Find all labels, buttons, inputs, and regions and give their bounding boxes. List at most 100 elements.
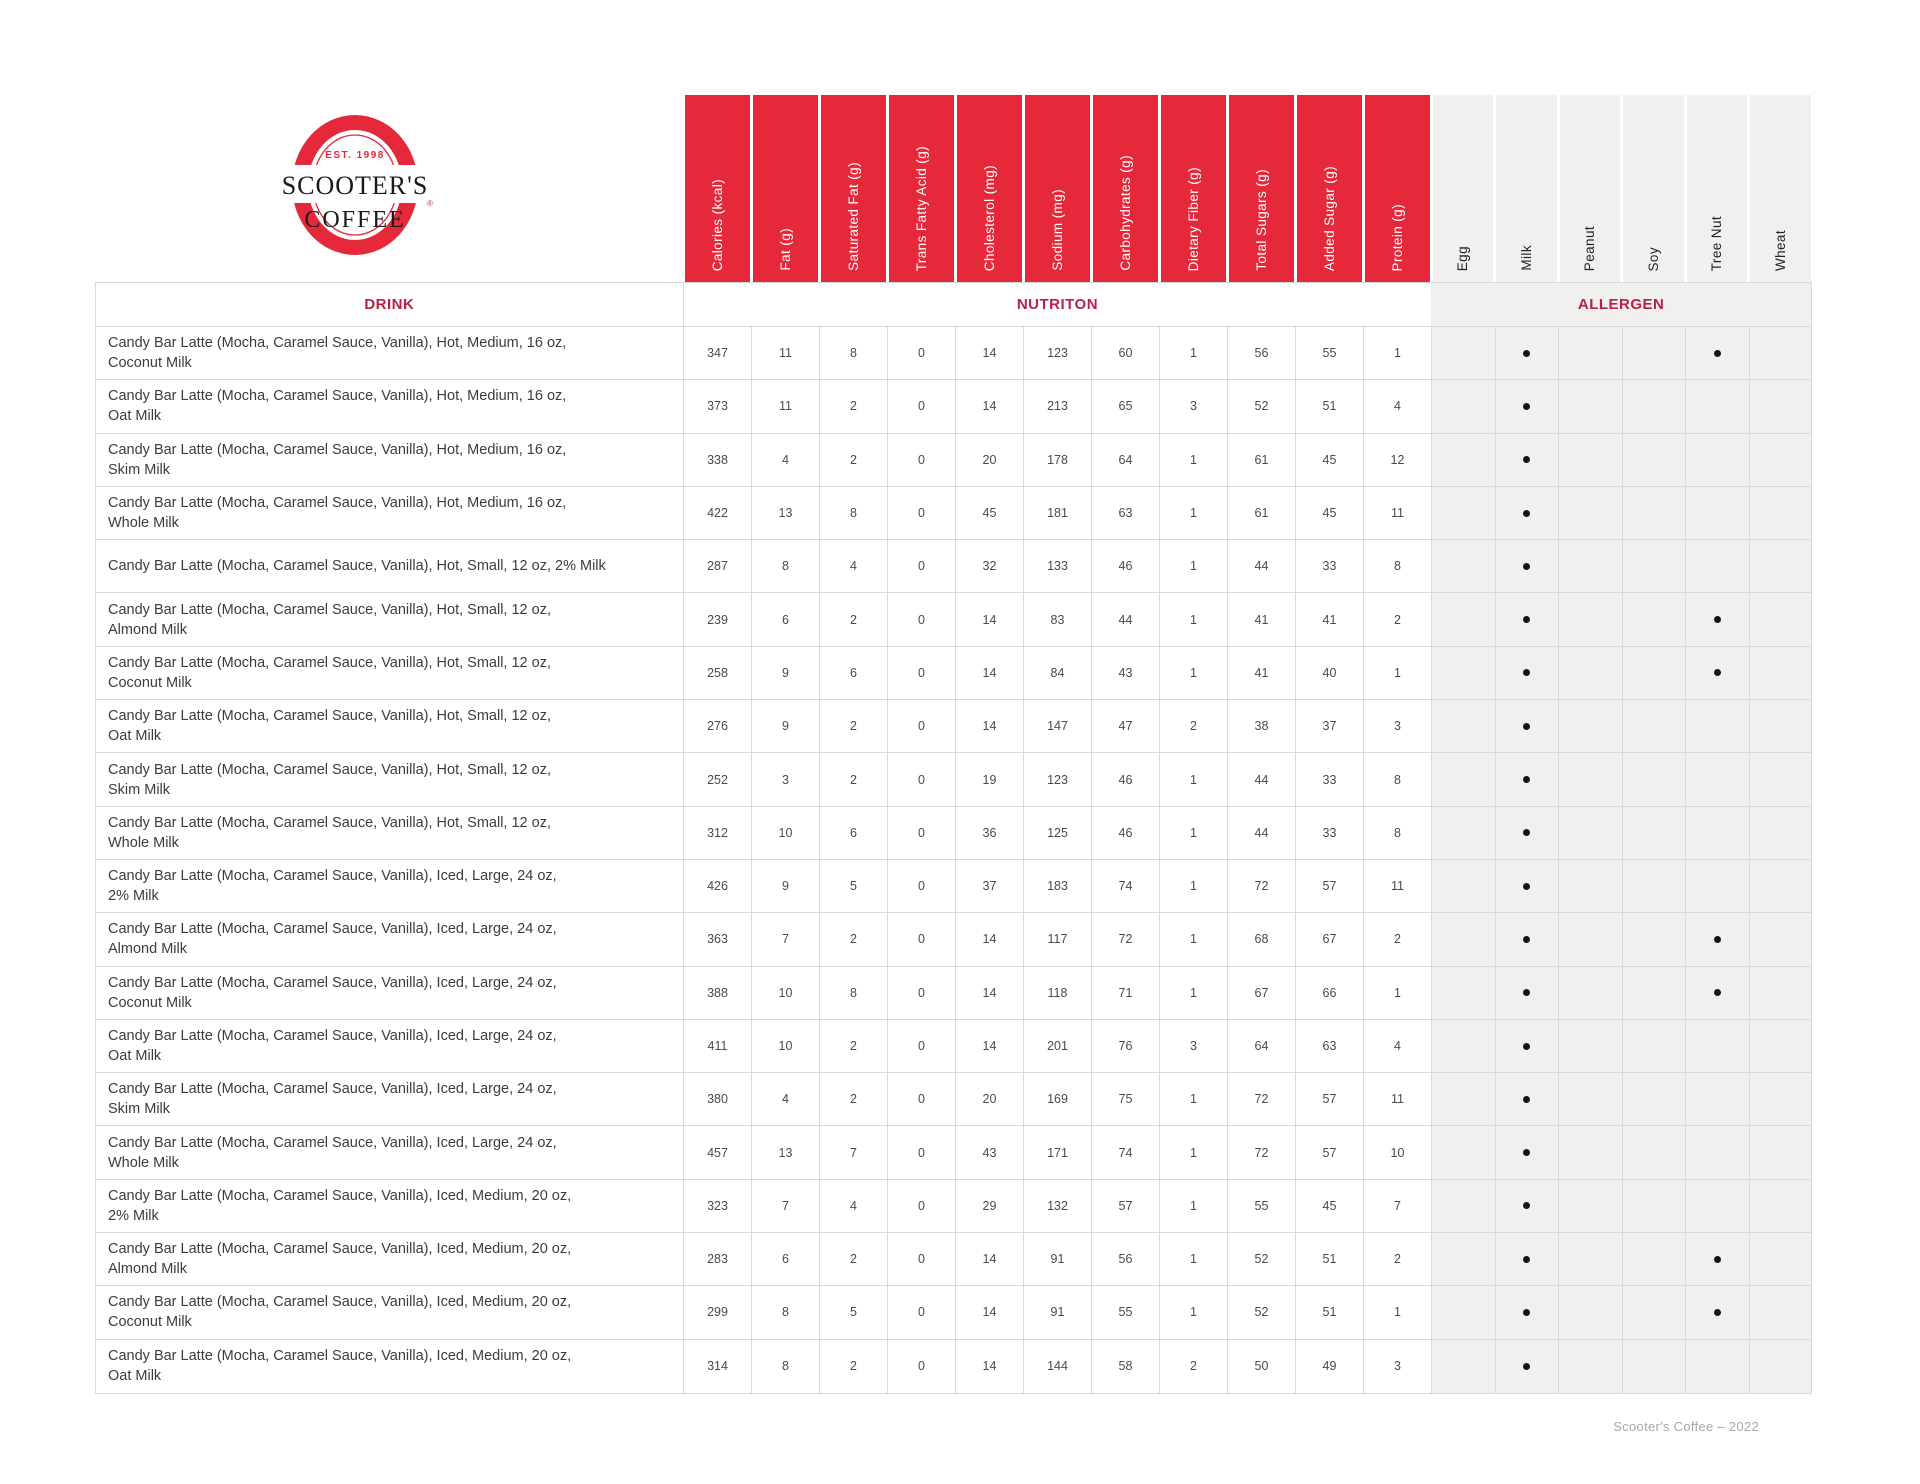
nutrition-column-header: Total Sugars (g)	[1227, 95, 1295, 282]
nutrition-value-cell: 41	[1228, 593, 1296, 646]
allergen-column-header: Peanut	[1558, 95, 1622, 282]
nutrition-value-cell: 32	[956, 540, 1024, 593]
nutrition-value-cell: 123	[1024, 753, 1092, 806]
drink-name-line: Almond Milk	[108, 621, 187, 638]
allergen-cell	[1686, 966, 1750, 1019]
drink-name-line: Candy Bar Latte (Mocha, Caramel Sauce, V…	[108, 1348, 572, 1365]
nutrition-value-cell: 4	[752, 1073, 820, 1126]
nutrition-value-cell: 287	[684, 540, 752, 593]
nutrition-value-cell: 1	[1160, 859, 1228, 913]
allergen-cell	[1749, 646, 1811, 700]
nutrition-value-cell: 2	[820, 1233, 888, 1286]
nutrition-value-cell: 6	[820, 806, 888, 859]
allergen-cell	[1749, 1073, 1811, 1126]
allergen-dot-icon	[1523, 776, 1531, 784]
drink-name-line: Whole Milk	[108, 1154, 179, 1171]
nutrition-header-bar: Total Sugars (g)	[1228, 95, 1294, 282]
allergen-cell	[1749, 913, 1811, 966]
allergen-dot-icon	[1523, 989, 1531, 997]
nutrition-value-cell: 347	[684, 327, 752, 380]
nutrition-value-cell: 91	[1024, 1286, 1092, 1339]
allergen-cell	[1622, 540, 1686, 593]
nutrition-value-cell: 0	[888, 1126, 956, 1179]
nutrition-value-cell: 8	[820, 486, 888, 540]
nutrition-value-cell: 83	[1024, 593, 1092, 646]
nutrition-value-cell: 283	[684, 1233, 752, 1286]
nutrition-value-cell: 10	[752, 1019, 820, 1073]
nutrition-value-cell: 8	[820, 327, 888, 380]
nutrition-value-cell: 45	[1296, 486, 1364, 540]
nutrition-value-cell: 7	[752, 1179, 820, 1233]
table-row: Candy Bar Latte (Mocha, Caramel Sauce, V…	[96, 1179, 1811, 1234]
table-row: Candy Bar Latte (Mocha, Caramel Sauce, V…	[96, 433, 1811, 487]
nutrition-column-header: Dietary Fiber (g)	[1159, 95, 1227, 282]
allergen-cell	[1432, 913, 1496, 966]
drink-name-line: Candy Bar Latte (Mocha, Caramel Sauce, V…	[108, 654, 551, 671]
nutrition-column-header: Protein (g)	[1363, 95, 1431, 282]
allergen-cell	[1749, 966, 1811, 1019]
nutrition-value-cell: 0	[888, 913, 956, 966]
nutrition-value-cell: 45	[1296, 1179, 1364, 1233]
allergen-cell	[1749, 700, 1811, 753]
nutrition-value-cell: 2	[1364, 593, 1432, 646]
allergen-cell	[1686, 1126, 1750, 1179]
drink-name-line: Candy Bar Latte (Mocha, Caramel Sauce, V…	[108, 1187, 572, 1204]
allergen-cell	[1749, 1286, 1811, 1339]
allergen-cell	[1622, 700, 1686, 753]
nutrition-column-label: Dietary Fiber (g)	[1185, 166, 1201, 271]
drink-name-cell: Candy Bar Latte (Mocha, Caramel Sauce, V…	[96, 913, 684, 966]
allergen-dot-icon	[1523, 349, 1531, 357]
nutrition-value-cell: 55	[1296, 327, 1364, 380]
nutrition-value-cell: 37	[1296, 700, 1364, 753]
allergen-cell	[1432, 327, 1496, 380]
nutrition-value-cell: 8	[752, 540, 820, 593]
allergen-column-label: Peanut	[1582, 225, 1598, 271]
nutrition-value-cell: 2	[1160, 1339, 1228, 1393]
drink-name-line: Candy Bar Latte (Mocha, Caramel Sauce, V…	[108, 558, 606, 575]
nutrition-header-bar: Saturated Fat (g)	[820, 95, 886, 282]
allergen-cell	[1495, 540, 1559, 593]
nutrition-value-cell: 57	[1296, 1126, 1364, 1179]
allergen-dot-icon	[1713, 1308, 1721, 1316]
drink-name-line: Candy Bar Latte (Mocha, Caramel Sauce, V…	[108, 1294, 572, 1311]
nutrition-value-cell: 51	[1296, 1233, 1364, 1286]
nutrition-value-cell: 72	[1092, 913, 1160, 966]
nutrition-value-cell: 2	[820, 1339, 888, 1393]
nutrition-value-cell: 56	[1228, 327, 1296, 380]
nutrition-value-cell: 45	[1296, 433, 1364, 486]
drink-name-line: Candy Bar Latte (Mocha, Caramel Sauce, V…	[108, 921, 557, 938]
nutrition-value-cell: 1	[1160, 593, 1228, 646]
drink-name-line: Coconut Milk	[108, 994, 192, 1011]
nutrition-value-cell: 1	[1160, 1233, 1228, 1286]
nutrition-value-cell: 0	[888, 380, 956, 433]
allergen-header-bar: Peanut	[1559, 95, 1620, 282]
table-row: Candy Bar Latte (Mocha, Caramel Sauce, V…	[96, 593, 1811, 647]
nutrition-section-label: NUTRITON	[1016, 296, 1099, 313]
nutrition-value-cell: 8	[1364, 753, 1432, 806]
allergen-cell	[1749, 380, 1811, 433]
nutrition-value-cell: 14	[956, 1286, 1024, 1339]
table-row: Candy Bar Latte (Mocha, Caramel Sauce, V…	[96, 1339, 1811, 1393]
allergen-cell	[1432, 1073, 1496, 1126]
drink-name-line: Candy Bar Latte (Mocha, Caramel Sauce, V…	[108, 335, 567, 352]
nutrition-value-cell: 133	[1024, 540, 1092, 593]
drink-name-line: Whole Milk	[108, 515, 179, 532]
allergen-column-label: Wheat	[1772, 229, 1788, 271]
allergen-cell	[1686, 700, 1750, 753]
allergen-cell	[1622, 753, 1686, 806]
nutrition-value-cell: 14	[956, 966, 1024, 1019]
nutrition-value-cell: 8	[820, 966, 888, 1019]
nutrition-value-cell: 118	[1024, 966, 1092, 1019]
nutrition-column-label: Trans Fatty Acid (g)	[913, 145, 929, 271]
nutrition-value-cell: 9	[752, 700, 820, 753]
nutrition-value-cell: 8	[1364, 806, 1432, 859]
nutrition-value-cell: 5	[820, 1286, 888, 1339]
allergen-cell	[1495, 433, 1559, 486]
nutrition-value-cell: 11	[1364, 486, 1432, 540]
allergen-cell	[1432, 700, 1496, 753]
drink-name-line: Candy Bar Latte (Mocha, Caramel Sauce, V…	[108, 974, 557, 991]
nutrition-value-cell: 56	[1092, 1233, 1160, 1286]
allergen-cell	[1495, 806, 1559, 859]
table-row: Candy Bar Latte (Mocha, Caramel Sauce, V…	[96, 913, 1811, 967]
nutrition-value-cell: 7	[1364, 1179, 1432, 1233]
